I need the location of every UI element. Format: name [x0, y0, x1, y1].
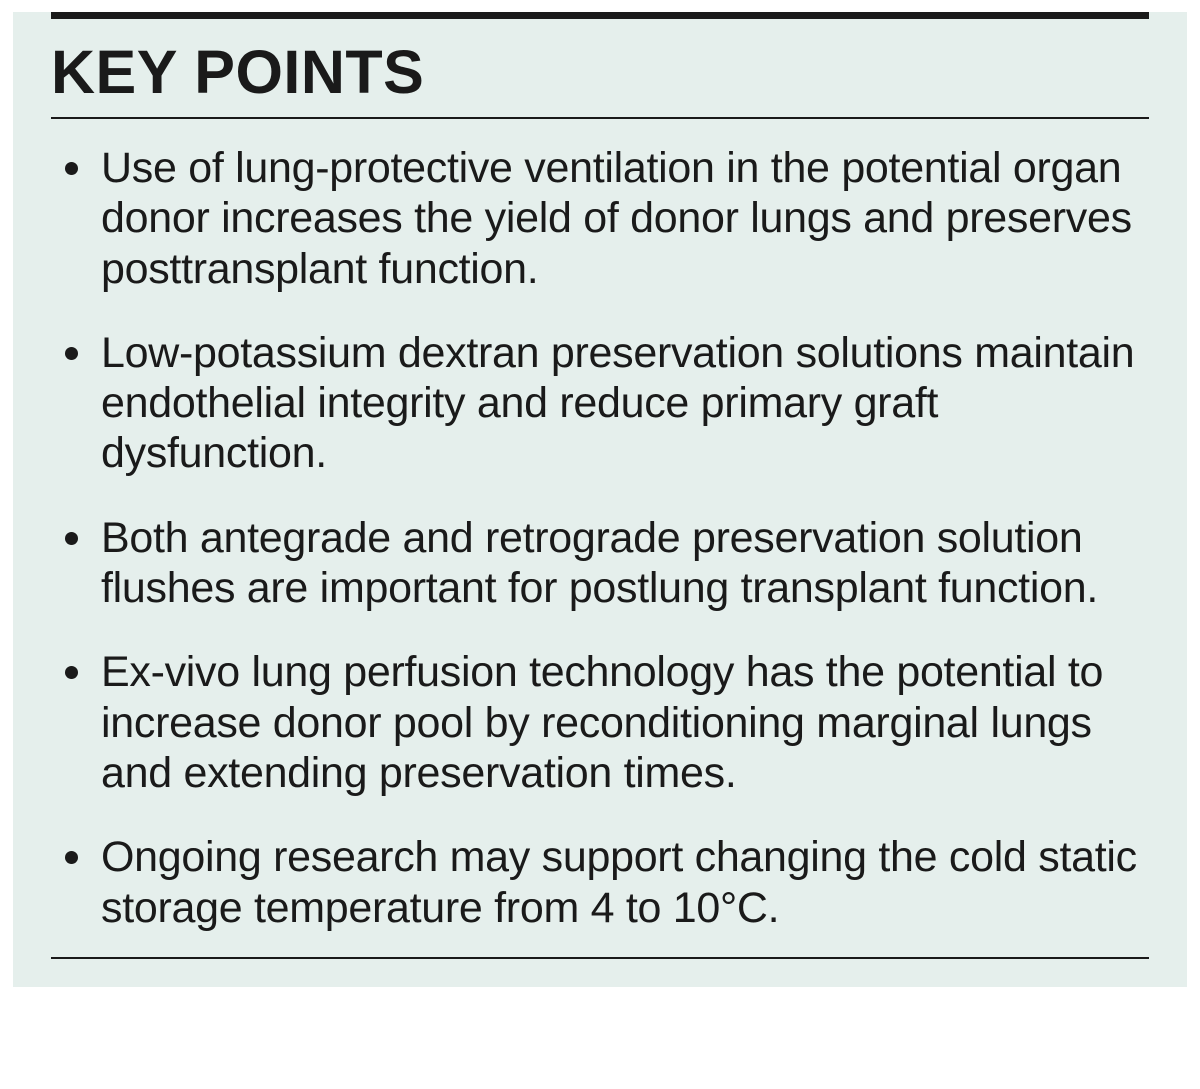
- list-item: Both antegrade and retrograde preservati…: [51, 513, 1149, 614]
- key-points-list: Use of lung-protective ventilation in th…: [51, 143, 1149, 933]
- panel-heading: KEY POINTS: [51, 19, 1149, 117]
- list-item: Low-potassium dextran preservation solut…: [51, 328, 1149, 479]
- top-rule: [51, 12, 1149, 19]
- list-item: Ongoing research may support changing th…: [51, 832, 1149, 933]
- list-item: Use of lung-protective ventilation in th…: [51, 143, 1149, 294]
- list-item: Ex-vivo lung perfusion technology has th…: [51, 647, 1149, 798]
- key-points-panel: KEY POINTS Use of lung-protective ventil…: [13, 12, 1187, 987]
- bottom-rule: [51, 957, 1149, 959]
- heading-underline: [51, 117, 1149, 119]
